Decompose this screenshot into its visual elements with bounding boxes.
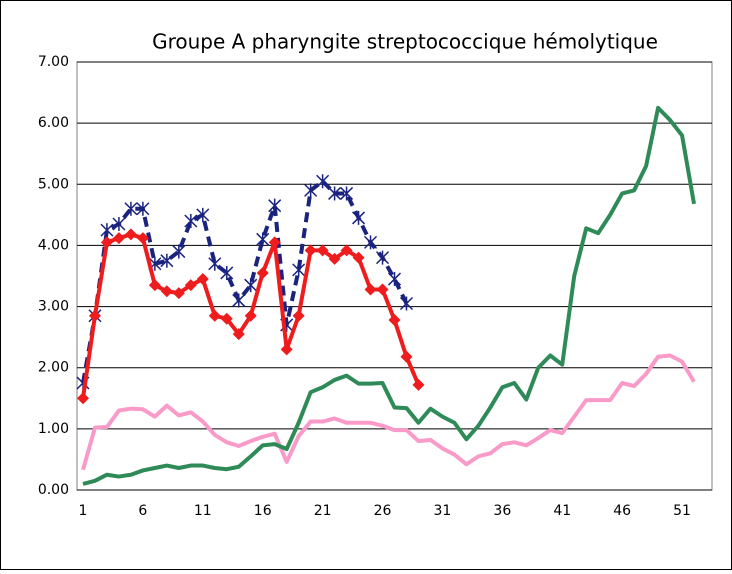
y-tick-label: 0.00	[38, 482, 69, 498]
marker	[160, 285, 173, 298]
x-tick-label: 1	[79, 503, 88, 519]
marker	[124, 228, 137, 241]
marker	[256, 232, 270, 247]
series-line	[82, 105, 696, 486]
x-tick-label: 21	[314, 503, 332, 519]
marker	[100, 223, 114, 238]
x-tick-label: 36	[493, 503, 511, 519]
x-tick-label: 11	[194, 503, 212, 519]
marker	[400, 350, 413, 363]
marker	[124, 201, 138, 216]
x-tick-label: 41	[553, 503, 571, 519]
y-tick-label: 7.00	[38, 54, 69, 70]
x-tick-label: 46	[613, 503, 631, 519]
marker	[340, 244, 353, 257]
marker	[244, 309, 257, 322]
series-line	[81, 179, 409, 384]
marker	[387, 272, 402, 287]
marker	[232, 328, 245, 341]
marker	[148, 279, 161, 292]
marker	[136, 201, 150, 216]
marker	[364, 283, 377, 296]
marker	[292, 262, 306, 277]
marker	[136, 232, 149, 245]
y-tick-label: 6.00	[38, 115, 69, 131]
marker	[388, 314, 401, 327]
marker	[316, 244, 329, 257]
marker	[208, 309, 221, 322]
x-tick-label: 51	[673, 503, 691, 519]
marker	[268, 236, 281, 249]
marker	[160, 253, 174, 268]
marker	[172, 287, 185, 300]
y-tick-label: 5.00	[38, 176, 69, 192]
marker	[76, 392, 89, 405]
marker	[268, 198, 282, 213]
marker	[364, 235, 378, 250]
x-tick-label: 31	[434, 503, 452, 519]
x-tick-label: 26	[374, 503, 392, 519]
marker	[316, 174, 330, 189]
y-tick-label: 1.00	[38, 421, 69, 437]
marker	[304, 244, 317, 257]
series-line	[81, 353, 696, 471]
y-tick-label: 4.00	[38, 237, 69, 253]
y-tick-label: 2.00	[38, 360, 69, 376]
x-tick-label: 6	[138, 503, 147, 519]
marker	[244, 278, 258, 293]
marker	[184, 213, 198, 228]
marker	[328, 186, 342, 201]
marker	[220, 265, 234, 280]
x-tick-label: 16	[254, 503, 272, 519]
marker	[399, 296, 414, 311]
marker	[292, 309, 305, 322]
marker	[196, 207, 210, 222]
y-tick-label: 3.00	[38, 299, 69, 315]
marker	[172, 244, 186, 259]
marker	[340, 186, 354, 201]
marker	[208, 256, 222, 271]
marker	[376, 283, 389, 296]
marker	[88, 309, 101, 322]
marker	[232, 293, 246, 308]
marker	[100, 236, 113, 249]
marker	[352, 251, 365, 264]
marker	[304, 183, 318, 198]
marker	[352, 210, 366, 225]
marker	[375, 250, 390, 265]
marker	[328, 252, 341, 265]
marker	[256, 266, 269, 279]
marker	[112, 217, 126, 232]
marker	[412, 378, 425, 391]
marker	[220, 312, 233, 325]
chart-title: Groupe A pharyngite streptococcique hémo…	[152, 30, 658, 54]
marker	[184, 279, 197, 292]
marker	[112, 232, 125, 245]
marker	[196, 273, 209, 286]
marker	[280, 343, 293, 356]
